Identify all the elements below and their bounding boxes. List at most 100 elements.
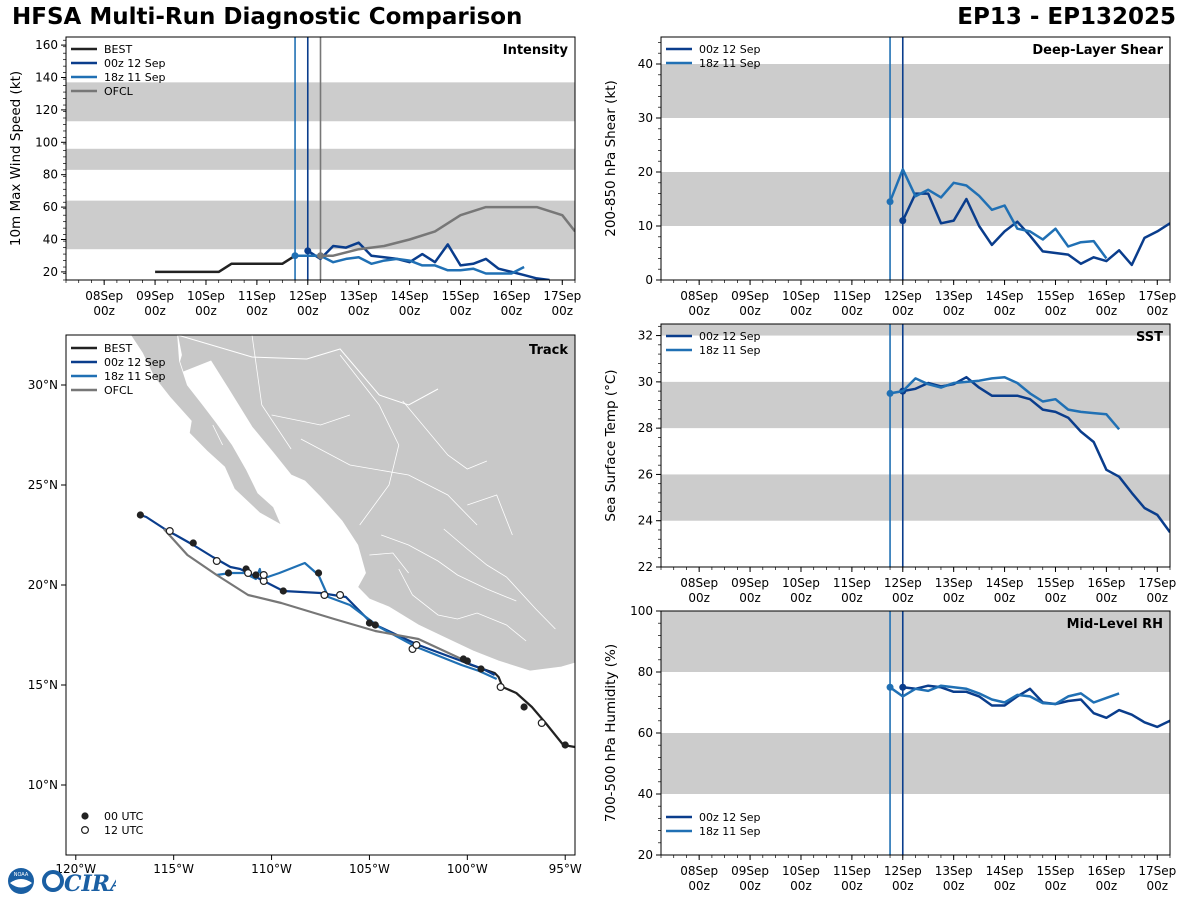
rh-legend-label: 18z 11 Sep bbox=[699, 825, 761, 838]
track-legend-marker-12utc bbox=[80, 825, 89, 834]
shear-xtick-label: 00z bbox=[994, 304, 1016, 318]
track-legend-marker-00utc bbox=[81, 812, 89, 820]
track-point-00utc bbox=[279, 587, 287, 595]
rh-series-line bbox=[902, 684, 1170, 729]
intensity-xtick-label: 13Sep bbox=[340, 289, 378, 303]
sst-xtick-label: 00z bbox=[892, 591, 914, 605]
shear-ytick-label: 30 bbox=[638, 111, 653, 125]
storm-id: EP13 - EP132025 bbox=[957, 4, 1176, 30]
noaa-wave-icon bbox=[10, 879, 32, 888]
rh-ytick-label: 20 bbox=[638, 848, 653, 862]
shear-xtick-label: 00z bbox=[1146, 304, 1168, 318]
sst-frame bbox=[660, 323, 1171, 568]
intensity-ylabel: 10m Max Wind Speed (kt) bbox=[8, 71, 24, 246]
intensity-series-start-point bbox=[291, 252, 299, 260]
intensity-xtick-label: 00z bbox=[195, 304, 217, 318]
intensity-xtick-label: 00z bbox=[501, 304, 523, 318]
intensity-xtick-label: 08Sep bbox=[85, 289, 123, 303]
rh-ylabel: 700-500 hPa Humidity (%) bbox=[603, 644, 619, 822]
track-point-12utc bbox=[320, 590, 329, 599]
shear-xtick-label: 17Sep bbox=[1138, 289, 1176, 303]
intensity-panel: 2040608010012014016008Sep00z09Sep00z10Se… bbox=[8, 36, 581, 318]
sst-xtick-label: 16Sep bbox=[1087, 576, 1125, 590]
baja-california bbox=[130, 335, 283, 526]
state-border bbox=[271, 414, 351, 426]
sst-xtick-label: 12Sep bbox=[884, 576, 922, 590]
track-point-12utc bbox=[259, 570, 268, 579]
intensity-ytick-label: 20 bbox=[43, 265, 58, 279]
cira-c-icon bbox=[42, 870, 64, 892]
shear-legend-label: 00z 12 Sep bbox=[699, 43, 761, 56]
intensity-ytick-label: 120 bbox=[35, 103, 58, 117]
intensity-ytick-label: 60 bbox=[43, 200, 58, 214]
intensity-series-line bbox=[295, 254, 525, 275]
rh-xtick-label: 14Sep bbox=[986, 864, 1024, 878]
track-point-00utc bbox=[252, 571, 260, 579]
sst-xtick-label: 10Sep bbox=[782, 576, 820, 590]
track-ytick-label: 30°N bbox=[28, 378, 58, 392]
track-ytick-label: 25°N bbox=[28, 478, 58, 492]
sst-legend-label: 18z 11 Sep bbox=[699, 344, 761, 357]
rh-series-start-point bbox=[899, 683, 907, 691]
track-point-00utc bbox=[520, 703, 528, 711]
track-ytick-label: 10°N bbox=[28, 778, 58, 792]
track-legend-label: 12 UTC bbox=[104, 824, 144, 837]
rh-band bbox=[661, 611, 1170, 672]
shear-ylabel: 200-850 hPa Shear (kt) bbox=[603, 80, 619, 237]
shear-series-start-point bbox=[886, 198, 894, 206]
sst-ytick-label: 28 bbox=[638, 421, 653, 435]
track-point-00utc bbox=[371, 621, 379, 629]
shear-title: Deep-Layer Shear bbox=[1032, 43, 1163, 58]
shear-panel: 01020304008Sep00z09Sep00z10Sep00z11Sep00… bbox=[603, 36, 1176, 318]
sst-xtick-label: 00z bbox=[1045, 591, 1067, 605]
shear-xtick-label: 10Sep bbox=[782, 289, 820, 303]
intensity-xtick-label: 12Sep bbox=[289, 289, 327, 303]
rh-xtick-label: 16Sep bbox=[1087, 864, 1125, 878]
state-border bbox=[212, 424, 223, 446]
sst-xtick-label: 00z bbox=[943, 591, 965, 605]
shear-band bbox=[661, 172, 1170, 226]
shear-xtick-label: 00z bbox=[841, 304, 863, 318]
track-ytick-label: 15°N bbox=[28, 678, 58, 692]
rh-xtick-label: 10Sep bbox=[782, 864, 820, 878]
track-point-12utc bbox=[412, 640, 421, 649]
shear-xtick-label: 16Sep bbox=[1087, 289, 1125, 303]
track-ytick-label: 20°N bbox=[28, 578, 58, 592]
sst-xtick-label: 00z bbox=[1146, 591, 1168, 605]
intensity-xtick-label: 15Sep bbox=[442, 289, 480, 303]
sst-xtick-label: 00z bbox=[1096, 591, 1118, 605]
track-xtick-label: 100°W bbox=[447, 862, 488, 876]
intensity-xtick-label: 00z bbox=[450, 304, 472, 318]
shear-xtick-label: 13Sep bbox=[935, 289, 973, 303]
intensity-ytick-label: 100 bbox=[35, 135, 58, 149]
rh-frame bbox=[660, 610, 1171, 856]
state-border bbox=[398, 568, 527, 642]
sst-title: SST bbox=[1136, 330, 1163, 345]
shear-ytick-label: 40 bbox=[638, 57, 653, 71]
track-legend-label: 18z 11 Sep bbox=[104, 370, 166, 383]
intensity-xtick-label: 00z bbox=[246, 304, 268, 318]
sst-band bbox=[661, 474, 1170, 521]
track-point-12utc bbox=[212, 556, 221, 565]
noaa-cira-logo: NOAA CIRA bbox=[8, 868, 116, 896]
rh-legend-label: 00z 12 Sep bbox=[699, 811, 761, 824]
sst-series-start-point bbox=[886, 389, 894, 397]
sst-ylabel: Sea Surface Temp (°C) bbox=[603, 369, 619, 521]
intensity-series-start-point bbox=[317, 252, 324, 260]
mexico-mainland bbox=[130, 335, 575, 672]
state-border bbox=[369, 552, 409, 574]
sst-xtick-label: 15Sep bbox=[1037, 576, 1075, 590]
intensity-xtick-label: 09Sep bbox=[136, 289, 174, 303]
track-point-00utc bbox=[459, 655, 468, 663]
rh-xtick-label: 09Sep bbox=[731, 864, 769, 878]
intensity-xtick-label: 00z bbox=[144, 304, 166, 318]
rh-panel: 2040608010008Sep00z09Sep00z10Sep00z11Sep… bbox=[603, 604, 1176, 893]
track-legend-label: BEST bbox=[104, 342, 132, 355]
intensity-xtick-label: 00z bbox=[551, 304, 573, 318]
rh-xtick-label: 00z bbox=[1045, 879, 1067, 893]
sst-series-line bbox=[889, 375, 1121, 431]
intensity-ytick-label: 80 bbox=[43, 168, 58, 182]
shear-xtick-label: 00z bbox=[790, 304, 812, 318]
sst-ytick-label: 22 bbox=[638, 560, 653, 574]
